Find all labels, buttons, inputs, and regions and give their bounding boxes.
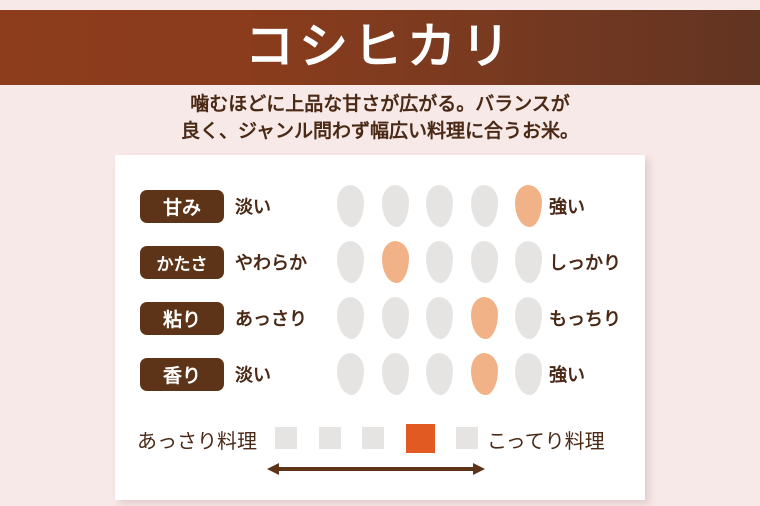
cuisine-scale-square [456, 427, 478, 449]
description-line-2: 良く、ジャンル問わず幅広い料理に合うお米。 [180, 120, 580, 142]
rice-grain-icon [337, 241, 364, 283]
rice-grain-icon [426, 353, 453, 395]
rating-right-label-sweetness: 強い [549, 197, 585, 217]
rating-left-label-aroma: 淡い [235, 365, 271, 385]
rice-grain-icon [381, 353, 409, 395]
cuisine-pairing-scale: あっさり料理 こってり料理 [115, 417, 645, 487]
rating-scale-stickiness [337, 296, 542, 340]
rating-row-hardness: かたさ やわらか しっかり [115, 234, 645, 290]
rating-badge-hardness: かたさ [140, 245, 224, 279]
rating-right-label-hardness: しっかり [549, 253, 621, 273]
double-arrow-icon [267, 462, 485, 476]
rice-grain-icon [470, 185, 498, 227]
rice-grain-icon [470, 353, 498, 395]
rice-grain-icon [515, 297, 542, 339]
rice-grain-icon [515, 241, 542, 283]
description-line-1: 噛むほどに上品な甘さが広がる。バランスが [190, 94, 570, 115]
rating-left-label-stickiness: あっさり [235, 309, 307, 329]
rating-scale-aroma [337, 352, 542, 396]
rating-right-label-aroma: 強い [549, 365, 585, 385]
rice-grain-icon [337, 185, 364, 227]
product-description: 噛むほどに上品な甘さが広がる。バランスが 良く、ジャンル問わず幅広い料理に合うお… [0, 92, 760, 146]
rating-row-sweetness: 甘み 淡い 強い [115, 178, 645, 234]
rice-grain-icon [381, 241, 409, 283]
rice-grain-icon [470, 241, 498, 283]
rating-rows: 甘み 淡い 強い かたさ やわらか [115, 178, 645, 402]
rice-grain-icon [337, 297, 364, 339]
cuisine-scale-square [405, 423, 435, 453]
rice-grain-icon [426, 241, 453, 283]
rating-scale-hardness [337, 240, 542, 284]
rating-left-label-sweetness: 淡い [235, 197, 271, 217]
cuisine-left-label: あっさり料理 [137, 431, 257, 453]
rice-grain-icon [515, 185, 542, 227]
spec-card: 甘み 淡い 強い かたさ やわらか [115, 155, 645, 500]
page-title: コシヒカリ [244, 20, 515, 74]
rating-badge-aroma: 香り [140, 357, 224, 391]
rating-right-label-stickiness: もっちり [549, 309, 621, 329]
rice-grain-icon [426, 297, 453, 339]
cuisine-right-label: こってり料理 [487, 431, 605, 453]
header-bar: コシヒカリ [0, 10, 760, 85]
cuisine-scale-square [362, 427, 384, 449]
rice-grain-icon [337, 353, 364, 395]
rating-badge-sweetness: 甘み [140, 189, 224, 223]
rice-grain-icon [470, 297, 498, 339]
cuisine-scale-square [318, 427, 341, 449]
rating-left-label-hardness: やわらか [235, 253, 307, 273]
rating-row-stickiness: 粘り あっさり もっちり [115, 290, 645, 346]
rating-scale-sweetness [337, 184, 542, 228]
cuisine-scale-squares [275, 423, 478, 453]
rating-badge-stickiness: 粘り [140, 301, 224, 335]
rice-grain-icon [426, 185, 453, 227]
cuisine-scale-square [275, 427, 297, 449]
rating-row-aroma: 香り 淡い 強い [115, 346, 645, 402]
rice-grain-icon [381, 185, 409, 227]
rice-grain-icon [515, 353, 542, 395]
rice-grain-icon [381, 297, 409, 339]
